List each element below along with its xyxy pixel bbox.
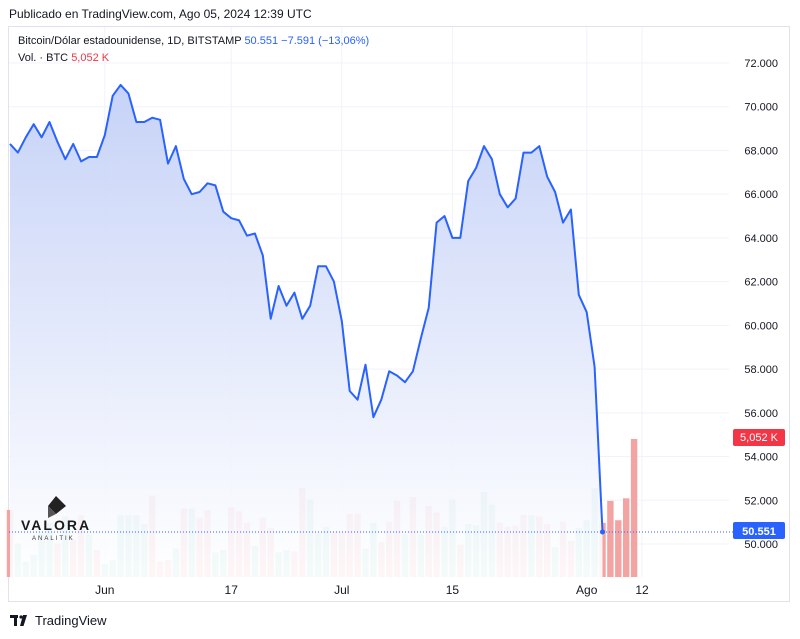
y-tick-label: 50.000 <box>744 539 778 551</box>
volume-legend: Vol. · BTC 5,052 K <box>18 52 109 64</box>
price-line <box>9 83 604 533</box>
tradingview-footer[interactable]: TradingView <box>10 613 107 628</box>
price-area <box>10 84 603 578</box>
tradingview-logo-icon <box>10 614 27 626</box>
y-tick-label: 68.000 <box>744 145 778 157</box>
watermark-sub: ANALITIK <box>32 536 75 542</box>
y-tick-label: 54.000 <box>744 452 778 464</box>
y-axis: 72.000 70.000 68.000 66.000 64.000 62.000 60.0… <box>744 58 778 551</box>
valora-watermark: VALORA ANALITIK <box>18 496 98 549</box>
y-tick-label: 52.000 <box>744 495 778 507</box>
volume-badge-text: 5,052 K <box>740 432 779 444</box>
change-value: −7.591 (−13,06%) <box>281 35 370 47</box>
x-tick-label: 15 <box>446 583 460 597</box>
volume-value: 5,052 K <box>71 52 110 64</box>
tradingview-brand: TradingView <box>35 613 107 628</box>
volume-label: Vol. · BTC <box>18 52 69 64</box>
chart-frame <box>8 26 790 602</box>
y-tick-label: 62.000 <box>744 277 778 289</box>
y-tick-label: 72.000 <box>744 58 778 70</box>
symbol-legend: Bitcoin/Dólar estadounidense, 1D, BITSTA… <box>18 35 369 47</box>
x-tick-label: 17 <box>225 583 239 597</box>
x-tick-label: Jul <box>334 583 349 597</box>
price-badge-text: 50.551 <box>742 526 776 538</box>
volume-bar <box>630 439 638 577</box>
watermark-name: VALORA <box>21 517 91 533</box>
x-tick-label: Ago <box>576 583 598 597</box>
y-tick-label: 70.000 <box>744 102 778 114</box>
y-tick-label: 60.000 <box>744 320 778 332</box>
y-tick-label: 58.000 <box>744 364 778 376</box>
x-tick-label: 12 <box>635 583 649 597</box>
last-value: 50.551 <box>244 35 279 47</box>
x-tick-label: Jun <box>95 583 114 597</box>
published-caption: Publicado en TradingView.com, Ago 05, 20… <box>9 7 312 21</box>
symbol-name: Bitcoin/Dólar estadounidense, 1D, BITSTA… <box>18 35 242 47</box>
x-axis: Jun 17 Jul 15 Ago 12 <box>95 583 649 597</box>
y-tick-label: 66.000 <box>744 189 778 201</box>
y-tick-label: 64.000 <box>744 233 778 245</box>
valora-logo-icon <box>48 496 66 518</box>
price-badge: 50.551 <box>733 522 785 539</box>
volume-bar <box>615 520 622 577</box>
volume-badge: 5,052 K <box>733 429 785 446</box>
last-price-dot <box>600 529 605 535</box>
y-tick-label: 56.000 <box>744 408 778 420</box>
volume-bar <box>623 498 630 577</box>
volume-bar <box>607 500 614 577</box>
